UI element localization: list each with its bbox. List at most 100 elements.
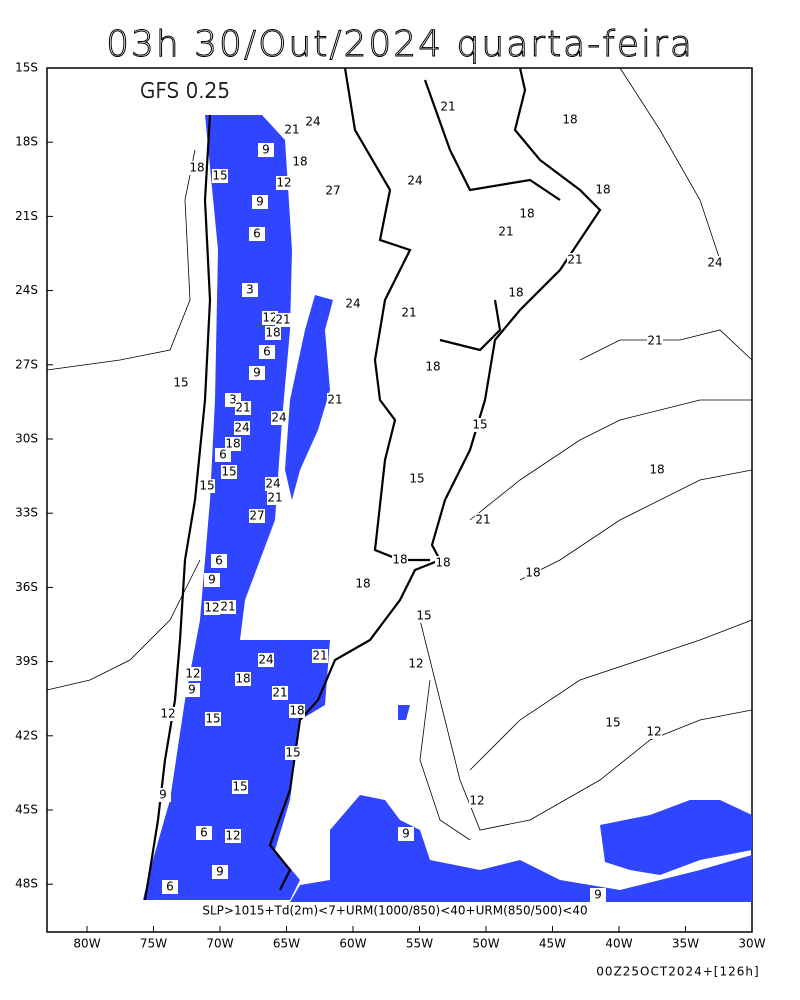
contour-label-bg — [525, 566, 541, 580]
contour-label-bg — [215, 448, 231, 462]
contour-label: 15 — [205, 712, 220, 726]
contour-label-bg — [205, 712, 221, 726]
contour-label-bg — [185, 667, 201, 681]
contour-label-bg — [212, 169, 228, 183]
contour-label-bg — [312, 649, 328, 663]
contour-label-bg — [408, 657, 424, 671]
contour-label-bg — [469, 794, 485, 808]
contour-label-bg — [184, 683, 200, 697]
contour-label: 24 — [707, 256, 722, 270]
contour-label: 9 — [256, 195, 264, 209]
lat-label: 48S — [15, 877, 38, 891]
contour-label: 6 — [219, 448, 227, 462]
contour-label: 9 — [188, 683, 196, 697]
contour-label-bg — [435, 556, 451, 570]
contour-label-bg — [162, 880, 178, 894]
contour-label-bg — [258, 143, 274, 157]
contour-label: 6 — [200, 826, 208, 840]
contour-label: 21 — [272, 686, 287, 700]
contour-label: 24 — [234, 421, 249, 435]
contour-label-bg — [605, 716, 621, 730]
contour-label: 18 — [265, 326, 280, 340]
contour-label-bg — [416, 609, 432, 623]
contour-label: 18 — [225, 437, 240, 451]
contour-label-bg — [265, 477, 281, 491]
footer: 00Z25OCT2024+[126h] — [596, 965, 759, 979]
contour-label: 24 — [265, 477, 280, 491]
contour-label-bg — [498, 225, 514, 239]
contour-label: 18 — [289, 704, 304, 718]
contour-label-bg — [649, 463, 665, 477]
contour-label-bg — [590, 888, 606, 902]
contour-label: 18 — [562, 113, 577, 127]
contour-label: 15 — [212, 169, 227, 183]
contour-label: 21 — [327, 393, 342, 407]
contour-label: 12 — [646, 725, 661, 739]
contour-label-bg — [398, 827, 414, 841]
contour-label: 12 — [204, 601, 219, 615]
contour-label: 18 — [508, 286, 523, 300]
lat-label: 27S — [15, 357, 38, 371]
contour-label-bg — [221, 465, 237, 479]
contour-label: 21 — [401, 306, 416, 320]
contour-label-bg — [519, 207, 535, 221]
contour-label: 21 — [647, 334, 662, 348]
contour-label-bg — [204, 601, 220, 615]
caption: SLP>1015+Td(2m)<7+URM(1000/850)<40+URM(8… — [202, 904, 587, 918]
contour-label: 9 — [262, 143, 270, 157]
contour-label-bg — [475, 513, 491, 527]
contour-label-bg — [289, 704, 305, 718]
contour-label: 21 — [312, 649, 327, 663]
contour-label: 21 — [284, 123, 299, 137]
contour-label: 21 — [567, 253, 582, 267]
contour-label: 6 — [253, 227, 261, 241]
contour-label: 9 — [402, 827, 410, 841]
contour-label: 15 — [409, 472, 424, 486]
contour-label: 12 — [160, 707, 175, 721]
contour-label: 6 — [166, 880, 174, 894]
title: 03h 30/Out/2024 quarta-feira — [106, 24, 694, 65]
contour-label: 18 — [355, 577, 370, 591]
contour-label: 21 — [275, 313, 290, 327]
contour-label-bg — [212, 865, 228, 879]
contour-label: 21 — [498, 225, 513, 239]
contour-label-bg — [271, 411, 287, 425]
contour-label-bg — [285, 746, 301, 760]
shaded-areas — [143, 115, 752, 902]
contour-label-bg — [275, 313, 291, 327]
contour-label-bg — [472, 418, 488, 432]
contours — [46, 67, 753, 841]
contour-label-bg — [235, 672, 251, 686]
contour-label-bg — [325, 184, 341, 198]
lat-label: 33S — [15, 506, 38, 520]
lat-label: 42S — [15, 728, 38, 742]
contour-label: 12 — [408, 657, 423, 671]
contour-label: 9 — [208, 573, 216, 587]
contour-label-bg — [646, 725, 662, 739]
contour-label-bg — [305, 115, 321, 129]
contour-label: 12 — [262, 311, 277, 325]
contour-label: 15 — [173, 376, 188, 390]
lat-label: 39S — [15, 654, 38, 668]
contour-label-bg — [235, 401, 251, 415]
contour-label: 21 — [475, 513, 490, 527]
contour-label-bg — [196, 826, 212, 840]
contour-label: 18 — [435, 556, 450, 570]
contour-label-bg — [508, 286, 524, 300]
contour-label: 18 — [189, 161, 204, 175]
contour-label-bg — [204, 573, 220, 587]
contour-label-bg — [647, 334, 663, 348]
contour-label-bg — [392, 553, 408, 567]
lon-label: 35W — [672, 937, 699, 951]
lon-label: 30W — [738, 937, 765, 951]
contour-label: 3 — [246, 283, 254, 297]
contour-label-bg — [409, 472, 425, 486]
contour-label-bg — [345, 297, 361, 311]
coastlines — [143, 67, 602, 901]
contour-label: 12 — [185, 667, 200, 681]
contour-label-bg — [595, 183, 611, 197]
contour-label-bg — [199, 479, 215, 493]
lon-label: 55W — [406, 937, 433, 951]
contour-label: 9 — [159, 788, 167, 802]
contour-label-bg — [265, 326, 281, 340]
